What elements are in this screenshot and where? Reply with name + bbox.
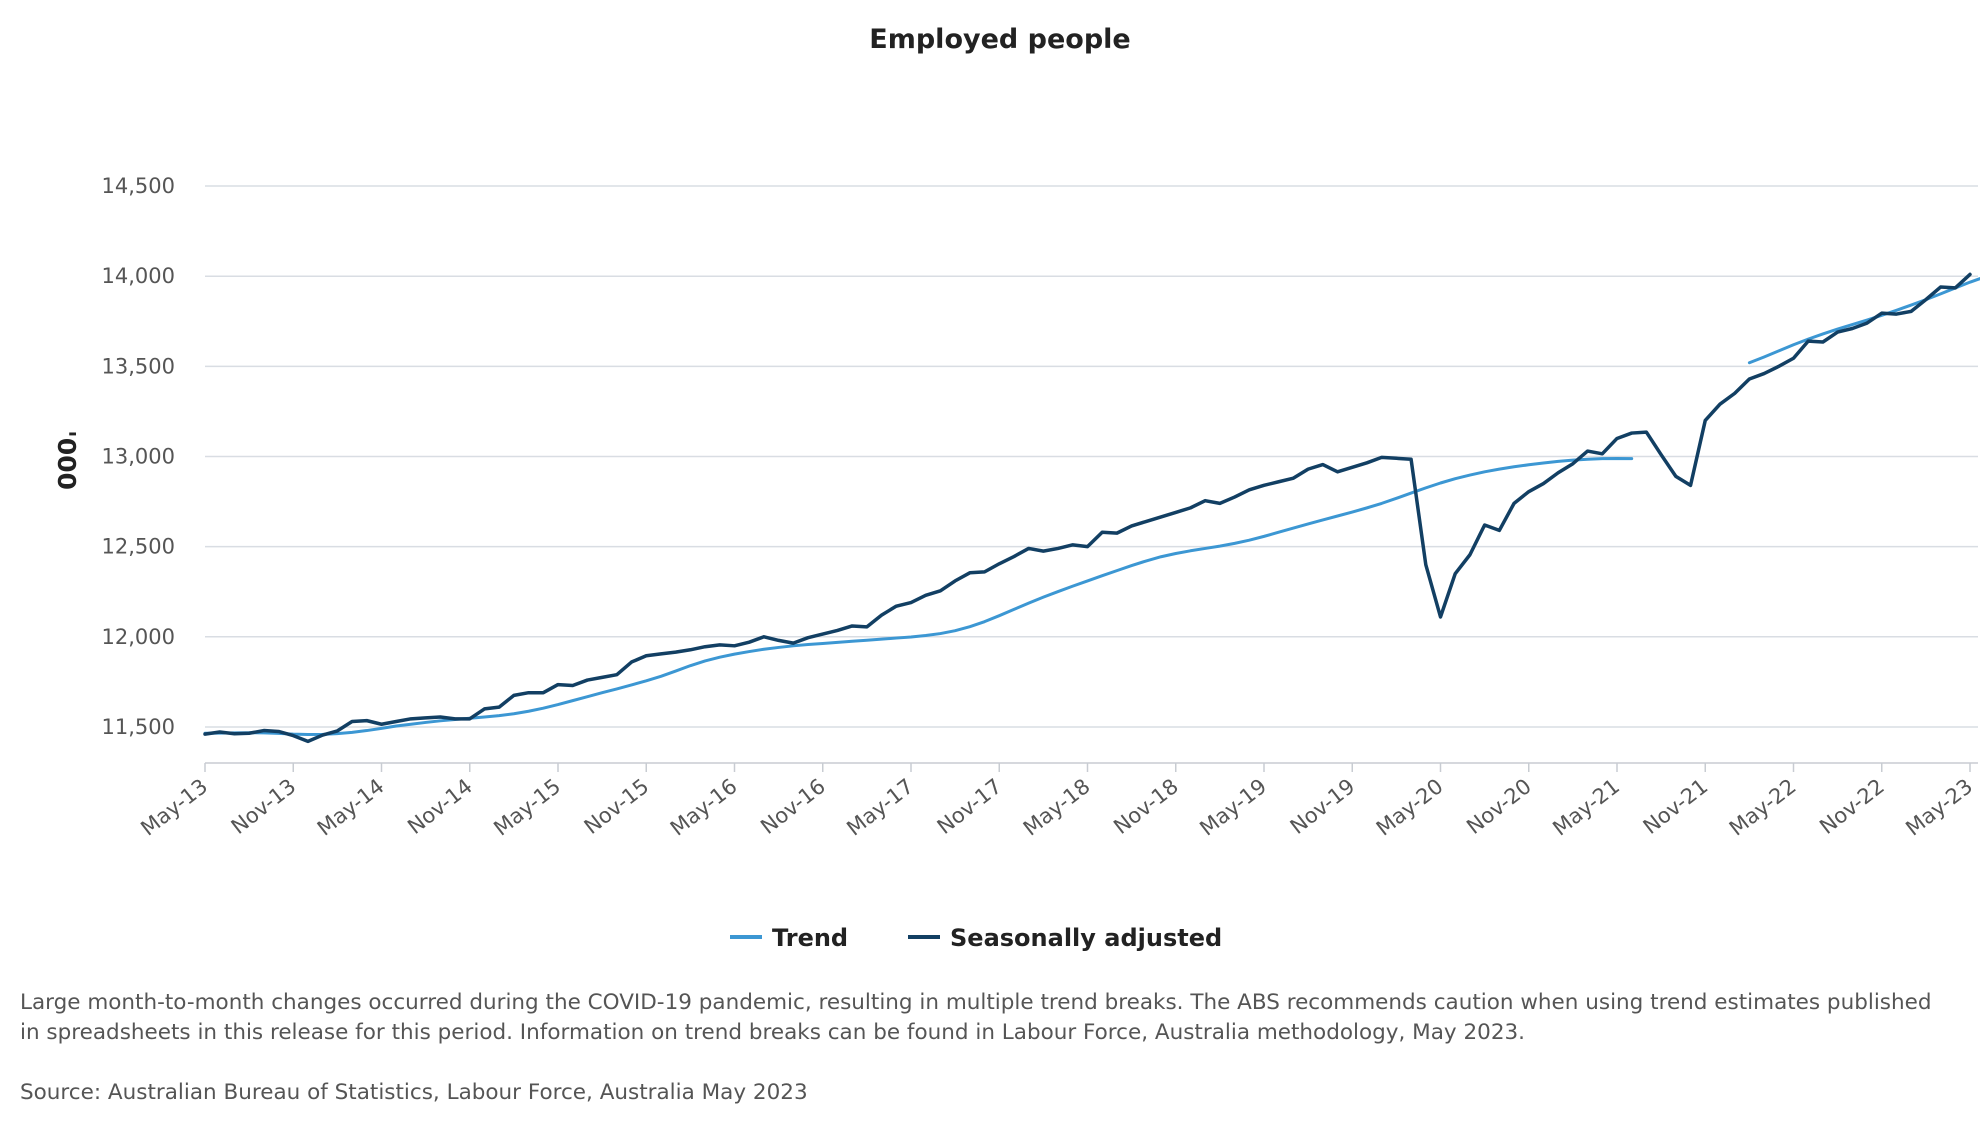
legend-label-trend: Trend [772,924,848,952]
chart-container: Employed people 11,500 12,000 12,500 13,000… [52,24,1980,952]
chart-note: Large month-to-month changes occurred du… [20,990,1932,1045]
y-tick-label: 13,000 [102,445,175,469]
y-tick-label: 12,500 [102,535,175,559]
x-tick-labels: May-13 Nov-13 May-14 Nov-14 May-15 Nov-15 May-… [136,763,1977,841]
legend-item-seasonally-adjusted[interactable]: Seasonally adjusted [908,924,1222,952]
y-gridlines [205,185,1978,728]
plot-series [203,272,1980,744]
x-tick-label: Nov-19 [1286,774,1360,839]
y-tick-label: 12,000 [102,625,175,649]
chart-svg: Employed people 11,500 12,000 12,500 13,000… [52,24,1980,952]
x-tick-label: Nov-22 [1815,774,1889,839]
x-tick-label: May-18 [1019,774,1095,841]
x-tick-label: Nov-20 [1462,774,1536,839]
x-tick-label: Nov-14 [403,774,477,839]
chart-source: Source: Australian Bureau of Statistics,… [20,1080,808,1105]
legend-item-trend[interactable]: Trend [730,924,848,952]
series-line-seasonally-adjusted [203,272,1972,744]
x-tick-label: May-17 [842,774,918,841]
x-tick-label: May-23 [1901,774,1977,841]
x-tick-label: May-14 [313,774,389,841]
x-tick-label: Nov-21 [1639,774,1713,839]
y-tick-label: 14,000 [102,264,175,288]
series-line-trend [203,456,1634,737]
y-tick-label: 11,500 [102,715,175,739]
x-tick-label: Nov-13 [227,774,301,839]
x-tick-label: May-16 [666,774,742,841]
x-tick-label: May-22 [1725,774,1801,841]
y-tick-label: 14,500 [102,174,175,198]
x-tick-label: Nov-18 [1109,774,1183,839]
x-tick-label: Nov-16 [756,774,830,839]
chart-title: Employed people [869,24,1130,55]
y-tick-labels: 11,500 12,000 12,500 13,000 13,500 14,000 14,5… [102,174,175,739]
x-tick-label: Nov-17 [933,774,1007,839]
x-tick-label: May-21 [1548,774,1624,841]
legend-label-seasonally-adjusted: Seasonally adjusted [950,924,1222,952]
y-axis-title: '000 [52,430,81,490]
x-tick-label: May-15 [489,774,565,841]
x-tick-label: Nov-15 [580,774,654,839]
x-tick-label: May-19 [1195,774,1271,841]
y-tick-label: 13,500 [102,354,175,378]
legend: Trend Seasonally adjusted [730,924,1222,952]
x-tick-label: May-13 [136,774,212,841]
x-tick-label: May-20 [1372,774,1448,841]
